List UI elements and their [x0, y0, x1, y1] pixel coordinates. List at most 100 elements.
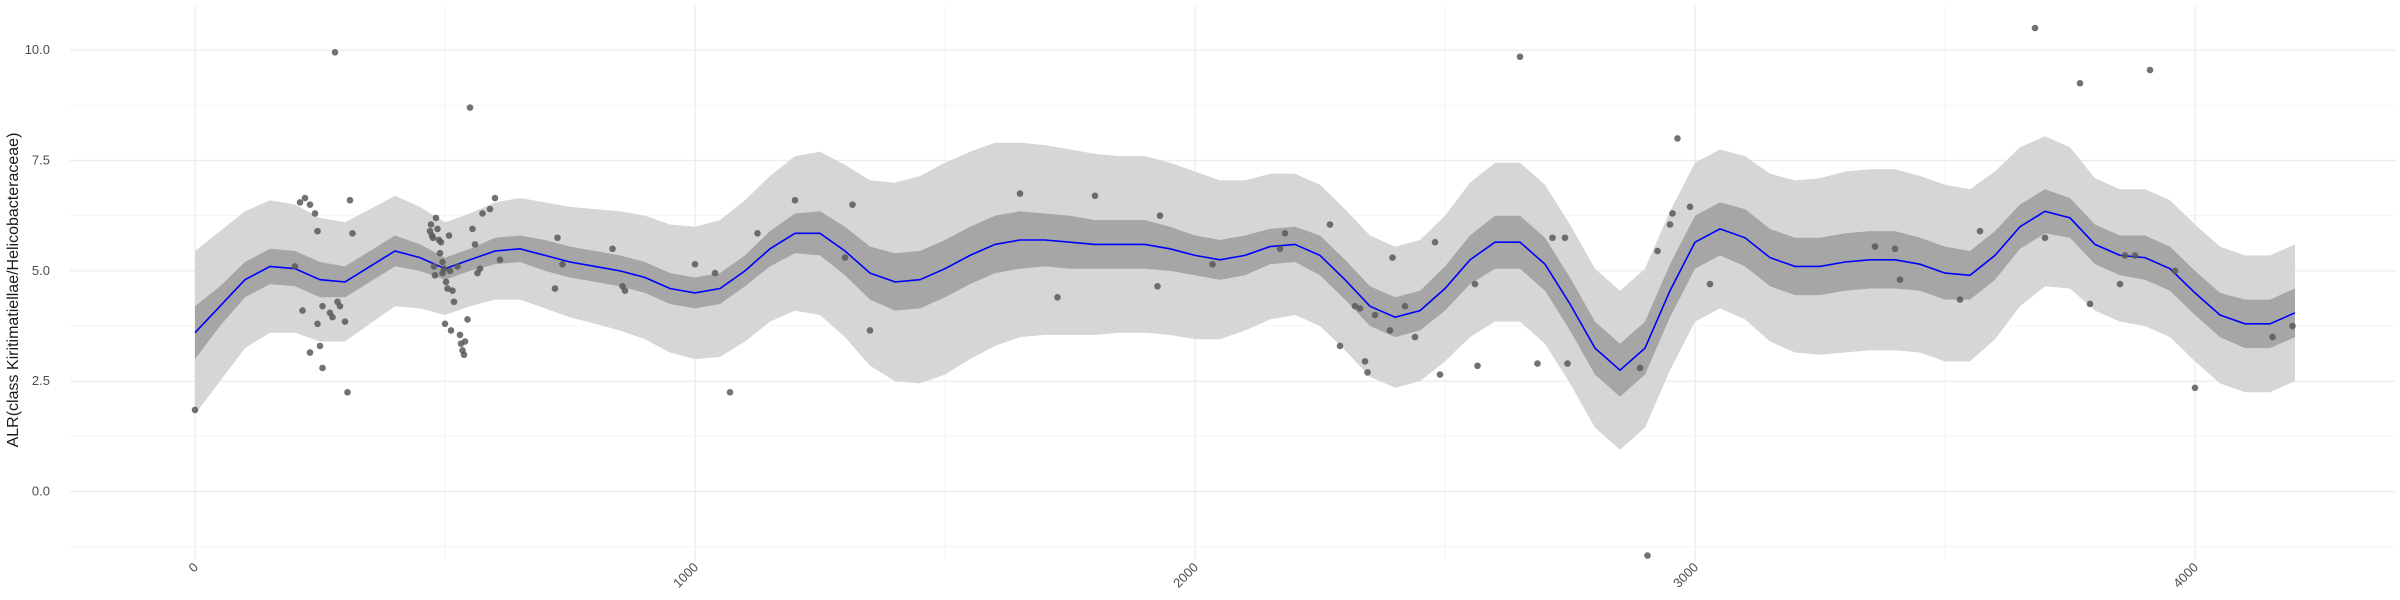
x-tick-labels: 0 1000 2000 3000 4000: [185, 560, 2201, 591]
data-point: [1891, 245, 1899, 253]
data-point: [439, 258, 446, 266]
data-point: [726, 388, 734, 396]
data-point: [456, 331, 464, 339]
data-point: [866, 327, 874, 334]
data-point: [554, 234, 561, 242]
data-point: [442, 278, 450, 286]
y-tick-labels: 0.0 2.5 5.0 7.5 10.0: [25, 42, 50, 498]
x-tick-label: 1000: [670, 560, 701, 591]
data-point: [1669, 210, 1676, 217]
data-point: [1706, 280, 1714, 288]
data-point: [691, 260, 699, 268]
data-point: [445, 232, 453, 239]
data-point: [429, 234, 437, 242]
data-point: [1016, 190, 1024, 197]
confidence-bands: [195, 136, 2295, 450]
data-point: [191, 406, 199, 414]
data-point: [609, 245, 616, 253]
data-point: [791, 196, 799, 204]
data-point: [436, 249, 444, 257]
data-point: [1401, 302, 1409, 310]
data-point: [2146, 66, 2154, 74]
y-tick-label: 5.0: [32, 263, 50, 278]
data-point: [2191, 384, 2199, 392]
data-point: [1411, 333, 1419, 341]
data-point: [2131, 252, 2139, 259]
data-point: [491, 194, 499, 202]
data-point: [621, 287, 629, 295]
data-point: [446, 267, 454, 275]
data-point: [711, 269, 719, 277]
data-point: [314, 227, 321, 235]
data-point: [319, 302, 326, 310]
data-point: [461, 338, 469, 345]
data-point: [346, 196, 354, 204]
data-point: [306, 201, 314, 208]
x-tick-label: 2000: [1170, 560, 1201, 591]
data-point: [496, 256, 504, 264]
data-point: [341, 318, 349, 325]
data-point: [301, 194, 309, 202]
data-point: [427, 221, 435, 228]
data-point: [754, 230, 761, 237]
data-point: [314, 320, 321, 328]
y-tick-label: 10.0: [25, 42, 50, 57]
data-point: [559, 260, 566, 268]
x-tick-label: 4000: [2170, 560, 2201, 591]
data-point: [331, 49, 339, 56]
data-point: [2086, 300, 2094, 308]
data-point: [311, 210, 319, 217]
data-point: [296, 199, 304, 206]
data-point: [1666, 221, 1674, 228]
data-point: [1561, 234, 1569, 242]
data-point: [1896, 276, 1904, 283]
data-point: [291, 263, 299, 270]
data-point: [1534, 360, 1541, 367]
data-point: [319, 364, 326, 372]
data-point: [432, 214, 440, 222]
y-axis-title: ALR(class Kiritimatiellae/Helicobacterac…: [5, 133, 22, 448]
data-point: [1371, 311, 1379, 319]
fit-line: [194, 210, 2296, 372]
data-point: [466, 104, 474, 111]
data-point: [1644, 552, 1651, 559]
data-point: [1686, 203, 1694, 211]
data-point: [441, 320, 449, 328]
data-point: [2076, 79, 2084, 87]
data-point: [2121, 252, 2129, 259]
data-point: [1976, 227, 1984, 235]
data-point: [849, 201, 856, 208]
data-point: [2116, 280, 2124, 288]
data-point: [2031, 24, 2039, 32]
data-point: [450, 298, 458, 306]
data-point: [551, 285, 559, 292]
data-point: [476, 265, 484, 272]
data-point: [1471, 280, 1479, 288]
data-point: [329, 313, 336, 321]
y-tick-label: 7.5: [32, 153, 50, 168]
data-point: [1474, 362, 1481, 370]
data-point: [2269, 333, 2276, 341]
data-point: [336, 302, 344, 310]
data-point: [316, 342, 324, 350]
data-point: [1156, 212, 1164, 219]
data-point: [349, 230, 356, 237]
data-point: [2041, 234, 2049, 242]
y-tick-label: 0.0: [32, 484, 50, 499]
data-point: [430, 263, 438, 270]
data-point: [2171, 267, 2179, 275]
data-point: [344, 388, 351, 396]
data-point: [1674, 135, 1681, 142]
data-point: [437, 238, 445, 246]
data-point: [431, 271, 439, 279]
x-tick-label: 3000: [1670, 560, 1701, 591]
data-point: [1436, 371, 1444, 378]
data-point: [479, 210, 486, 217]
data-point: [440, 265, 448, 272]
data-point: [1209, 260, 1216, 268]
data-point: [306, 349, 314, 356]
data-point: [1276, 245, 1284, 253]
data-point: [486, 205, 494, 213]
data-point: [1326, 221, 1334, 228]
